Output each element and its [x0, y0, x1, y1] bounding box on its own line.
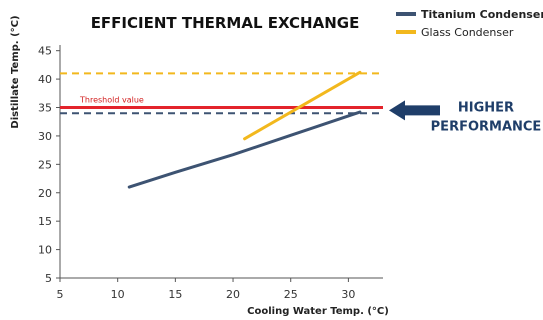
series-lines [127, 70, 362, 189]
legend: Titanium Condenser Glass Condenser [396, 8, 543, 39]
reference-lines: Threshold value [60, 72, 383, 115]
threshold-label: Threshold value [79, 96, 144, 105]
x-tick-label: 10 [111, 288, 125, 301]
x-tick-label: 25 [284, 288, 298, 301]
y-tick-label: 40 [38, 73, 52, 86]
arrow-icon [389, 100, 440, 121]
y-axis-label: Distillate Temp. (°C) [10, 15, 21, 128]
y-tick-label: 45 [38, 45, 52, 58]
annotation-line2: PERFORMANCE [431, 119, 542, 134]
x-axis-label: Cooling Water Temp. (°C) [247, 306, 389, 317]
y-tick-label: 25 [38, 158, 52, 171]
x-tick-label: 15 [168, 288, 182, 301]
x-tick-label: 30 [341, 288, 355, 301]
y-tick-label: 20 [38, 187, 52, 200]
chart-title: EFFICIENT THERMAL EXCHANGE [91, 14, 360, 32]
y-tick-label: 5 [45, 272, 52, 285]
legend-label: Glass Condenser [421, 26, 514, 39]
performance-annotation: HIGHER PERFORMANCE [389, 100, 541, 134]
y-tick-label: 15 [38, 215, 52, 228]
legend-label: Titanium Condenser [421, 8, 543, 21]
series-line-titanium-condenser [127, 110, 362, 189]
annotation-line1: HIGHER [458, 100, 514, 115]
axes [56, 45, 383, 282]
y-tick-label: 10 [38, 244, 52, 257]
y-tick-label: 30 [38, 130, 52, 143]
series-line-glass-condenser [243, 70, 362, 141]
tick-labels: 5 10 15 20 25 30 35 40 45 5 10 15 20 25 30 [38, 45, 355, 301]
y-tick-label: 35 [38, 102, 52, 115]
x-tick-label: 20 [226, 288, 240, 301]
x-tick-label: 5 [57, 288, 64, 301]
